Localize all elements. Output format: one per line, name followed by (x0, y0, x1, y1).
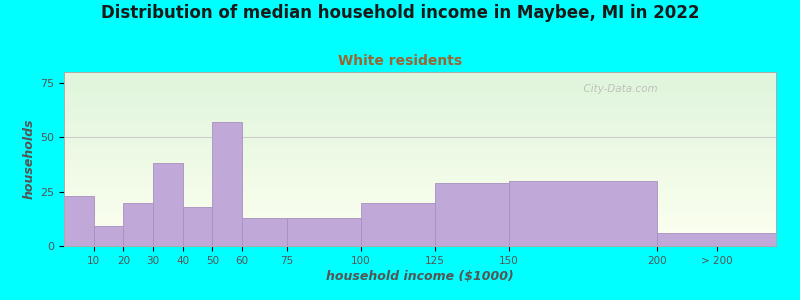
X-axis label: household income ($1000): household income ($1000) (326, 270, 514, 283)
Bar (153, 163, 182, 246)
Text: Distribution of median household income in Maybee, MI in 2022: Distribution of median household income … (101, 4, 699, 22)
Y-axis label: households: households (23, 119, 36, 199)
Bar (658, 233, 776, 246)
Bar (509, 181, 658, 246)
Text: White residents: White residents (338, 54, 462, 68)
Bar (94, 226, 123, 246)
Bar (182, 207, 212, 246)
Bar (361, 202, 435, 246)
Bar (123, 202, 153, 246)
Bar (286, 218, 361, 246)
Text: City-Data.com: City-Data.com (577, 84, 658, 94)
Bar (242, 218, 286, 246)
Bar (64, 196, 94, 246)
Bar (435, 183, 509, 246)
Bar (212, 122, 242, 246)
